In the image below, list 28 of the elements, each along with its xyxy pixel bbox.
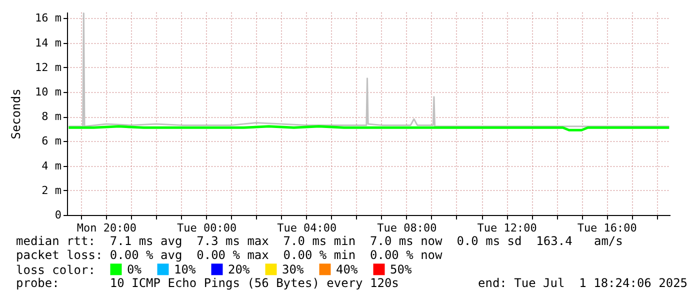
text: probe: 10 ICMP Echo Pings (56 Bytes) every 120s — [16, 276, 399, 290]
legend-title: loss color: — [16, 263, 96, 277]
x-tick-label: Tue 16:00 — [577, 222, 637, 234]
y-tick-label: 16 m — [35, 12, 62, 25]
y-tick-label: 0 — [54, 208, 62, 222]
legend-label: 30% — [282, 262, 304, 276]
legend-label: 10% — [174, 262, 196, 276]
text: packet loss: 0.00 % avg 0.00 % max 0.00 % min 0.00 % now — [16, 248, 444, 262]
x-tick-label: Mon 20:00 — [76, 222, 137, 234]
line-series — [68, 12, 670, 128]
y-tick-label: 12 m — [35, 60, 62, 74]
x-tick-label: Tue 04:00 — [277, 222, 337, 234]
y-tick-label: 10 m — [35, 85, 62, 98]
x-tick-label: Tue 08:00 — [377, 222, 437, 234]
x-tick-label: Tue 00:00 — [176, 222, 237, 234]
x-tick-label: Tue 12:00 — [477, 222, 537, 234]
legend-label: 0% — [127, 262, 142, 276]
text: median rtt: 7.1 ms avg 7.3 ms max 7.0 ms min 7.0 ms now 0.0 ms sd 163.4 am/s — [16, 234, 623, 248]
y-tick-label: 6 m — [42, 134, 62, 148]
text: end: Tue Jul 1 18:24:06 2025 — [478, 276, 688, 290]
y-axis-title: Seconds — [9, 88, 24, 140]
y-tick-label: 4 m — [42, 159, 62, 172]
y-tick-label: 2 m — [42, 184, 62, 197]
y-tick-label: 8 m — [42, 110, 62, 124]
y-tick-label: 14 m — [35, 36, 62, 50]
legend-label: 20% — [228, 262, 250, 276]
legend-label: 50% — [390, 262, 412, 276]
legend-label: 40% — [336, 262, 358, 276]
